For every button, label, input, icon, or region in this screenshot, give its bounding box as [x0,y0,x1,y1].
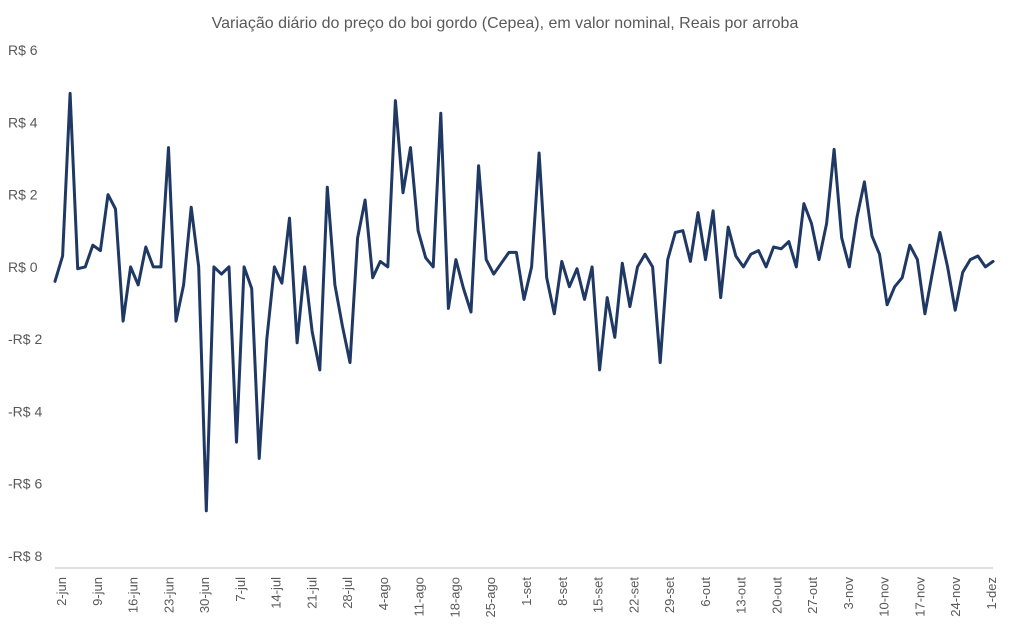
x-tick-label: 6-out [698,577,713,607]
y-tick-label: -R$ 8 [8,548,42,564]
x-tick-label: 17-nov [912,577,927,617]
x-tick-label: 25-ago [483,577,498,617]
x-tick-label: 2-jun [54,577,69,606]
x-tick-label: 20-out [769,577,784,614]
x-tick-label: 27-out [805,577,820,614]
y-tick-label: -R$ 6 [8,476,42,492]
x-tick-label: 15-set [591,577,606,614]
x-tick-label: 10-nov [877,577,892,617]
y-tick-label: R$ 6 [8,42,38,58]
x-tick-label: 13-out [734,577,749,614]
y-tick-label: -R$ 4 [8,403,42,419]
x-axis-ticks: 2-jun 9-jun 16-jun 23-jun 30-jun 7-jul 14-jul 2… [54,577,999,618]
x-tick-label: 24-nov [948,577,963,617]
x-tick-label: 1-set [519,577,534,606]
x-tick-label: 29-set [662,577,677,614]
x-tick-label: 21-jul [304,577,319,609]
y-tick-label: R$ 0 [8,259,38,275]
x-tick-label: 28-jul [340,577,355,609]
x-tick-label: 9-jun [90,577,105,606]
x-tick-label: 23-jun [161,577,176,613]
x-tick-label: 4-ago [376,577,391,610]
x-tick-label: 7-jul [233,577,248,602]
y-tick-label: -R$ 2 [8,331,42,347]
x-tick-label: 18-ago [447,577,462,617]
x-tick-label: 11-ago [412,577,427,617]
y-tick-label: R$ 4 [8,114,38,130]
y-tick-label: R$ 2 [8,187,38,203]
x-tick-label: 8-set [555,577,570,606]
x-tick-label: 22-set [626,577,641,614]
series-line [53,91,995,513]
x-tick-label: 14-jul [269,577,284,609]
x-tick-label: 30-jun [197,577,212,613]
chart-title: Variação diário do preço do boi gordo (C… [212,15,799,32]
x-tick-label: 16-jun [126,577,141,613]
x-tick-label: 1-dez [984,577,999,610]
x-tick-label: 3-nov [841,577,856,610]
y-axis-ticks: R$ 6 R$ 4 R$ 2 R$ 0 -R$ 2 -R$ 4 -R$ 6 -R$ 8 [8,42,42,564]
